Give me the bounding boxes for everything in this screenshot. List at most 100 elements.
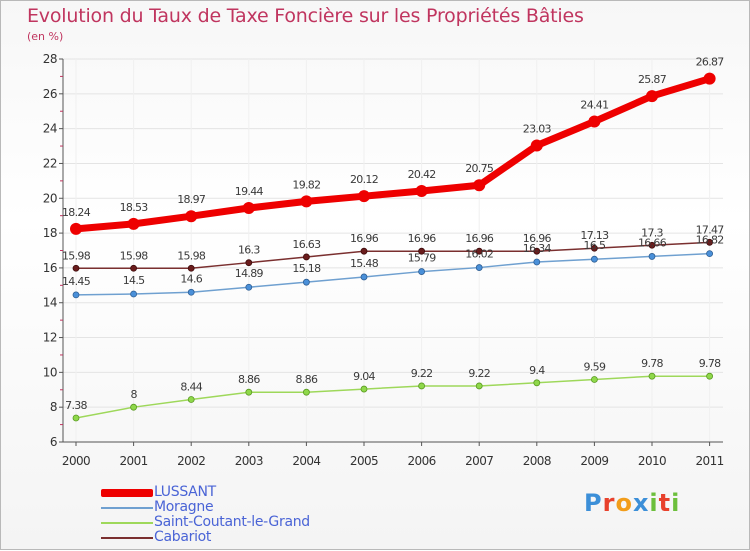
- data-label-cabariot: 16.96: [408, 232, 437, 245]
- data-label-saint-coutant-le-grand: 8.86: [296, 373, 318, 386]
- data-point-moragne: [475, 264, 483, 271]
- data-point-lussant: [242, 202, 255, 215]
- data-point-lussant: [127, 217, 140, 230]
- y-tick-label: 26: [43, 87, 57, 101]
- legend-label-moragne: Moragne: [154, 499, 214, 515]
- data-label-lussant: 26.87: [696, 56, 725, 69]
- data-label-saint-coutant-le-grand: 9.04: [353, 370, 375, 383]
- data-label-saint-coutant-le-grand: 8.44: [180, 381, 202, 394]
- x-tick-label: 2007: [465, 454, 493, 468]
- chart-title: Evolution du Taux de Taxe Foncière sur l…: [27, 5, 584, 27]
- y-tick-label: 6: [50, 435, 57, 449]
- data-label-lussant: 20.42: [408, 168, 436, 181]
- data-label-saint-coutant-le-grand: 8.86: [238, 373, 260, 386]
- data-label-cabariot: 16.96: [523, 232, 552, 245]
- data-point-moragne: [648, 253, 656, 260]
- data-point-lussant: [185, 210, 198, 223]
- data-point-lussant: [588, 115, 601, 128]
- data-point-cabariot: [475, 247, 483, 255]
- series-line-moragne: [75, 252, 711, 296]
- data-point-moragne: [72, 291, 80, 299]
- data-point-saint-coutant-le-grand: [187, 396, 195, 403]
- x-tick-label: 2003: [235, 454, 263, 468]
- data-label-saint-coutant-le-grand: 8: [130, 388, 137, 401]
- x-tick-label: 2006: [408, 454, 436, 468]
- data-point-cabariot: [533, 247, 541, 255]
- series-line-lussant: [72, 75, 714, 233]
- x-tick-label: 2005: [350, 454, 378, 468]
- data-label-cabariot: 16.96: [465, 232, 494, 245]
- data-point-saint-coutant-le-grand: [475, 382, 483, 390]
- logo-letter: r: [602, 489, 616, 517]
- data-label-moragne: 14.89: [235, 267, 264, 280]
- data-point-lussant: [473, 179, 486, 192]
- legend-swatch-saint-coutant: [101, 522, 153, 524]
- logo-letter: P: [584, 489, 603, 517]
- data-label-saint-coutant-le-grand: 9.78: [699, 357, 721, 370]
- data-point-saint-coutant-le-grand: [418, 382, 426, 390]
- data-label-lussant: 20.12: [350, 173, 378, 186]
- data-point-moragne: [302, 278, 310, 286]
- legend-label-saint-coutant: Saint-Coutant-le-Grand: [154, 514, 310, 530]
- data-point-saint-coutant-le-grand: [130, 403, 138, 411]
- data-label-cabariot: 17.47: [696, 223, 725, 236]
- data-point-saint-coutant-le-grand: [302, 388, 310, 396]
- data-point-lussant: [530, 139, 543, 152]
- data-point-cabariot: [187, 264, 195, 272]
- data-point-cabariot: [418, 247, 426, 255]
- data-label-lussant: 18.53: [120, 201, 149, 214]
- data-point-lussant: [300, 195, 313, 208]
- data-label-moragne: 16.34: [523, 242, 552, 255]
- data-point-moragne: [245, 283, 253, 291]
- x-tick-label: 2008: [523, 454, 551, 468]
- legend-label-lussant: LUSSANT: [154, 484, 216, 500]
- logo-letter: i: [649, 489, 659, 517]
- data-label-moragne: 15.18: [292, 262, 321, 275]
- data-label-moragne: 16.02: [465, 248, 493, 261]
- data-point-lussant: [703, 72, 716, 85]
- data-label-saint-coutant-le-grand: 9.78: [641, 357, 663, 370]
- data-label-lussant: 20.75: [465, 162, 494, 175]
- data-label-moragne: 15.79: [408, 252, 437, 265]
- y-tick-label: 12: [43, 331, 57, 345]
- x-tick-label: 2002: [177, 454, 205, 468]
- data-point-cabariot: [245, 259, 253, 267]
- data-point-saint-coutant-le-grand: [591, 376, 598, 383]
- data-label-moragne: 15.48: [350, 257, 379, 270]
- x-tick-label: 2009: [580, 454, 608, 468]
- data-label-cabariot: 17.13: [580, 229, 609, 242]
- data-label-moragne: 16.5: [584, 239, 606, 252]
- data-label-cabariot: 16.63: [292, 238, 321, 251]
- data-label-lussant: 25.87: [638, 73, 667, 86]
- y-tick-label: 20: [43, 191, 57, 205]
- data-point-moragne: [418, 268, 426, 275]
- data-label-saint-coutant-le-grand: 9.22: [411, 367, 433, 380]
- data-label-saint-coutant-le-grand: 7.38: [65, 399, 87, 412]
- data-label-moragne: 14.6: [180, 272, 202, 285]
- y-tick-label: 18: [43, 226, 57, 240]
- y-tick-label: 24: [43, 122, 57, 136]
- data-point-cabariot: [648, 241, 656, 249]
- data-point-saint-coutant-le-grand: [245, 388, 253, 396]
- data-label-cabariot: 17.3: [641, 226, 663, 239]
- data-label-lussant: 24.41: [580, 98, 608, 111]
- data-label-cabariot: 16.3: [238, 244, 260, 257]
- data-point-lussant: [646, 90, 658, 103]
- data-point-moragne: [360, 273, 368, 281]
- data-point-moragne: [706, 250, 713, 258]
- x-tick-label: 2004: [292, 454, 320, 468]
- proxiti-logo: Proxiti: [584, 489, 680, 517]
- data-point-moragne: [533, 258, 541, 266]
- data-label-saint-coutant-le-grand: 9.4: [529, 364, 545, 377]
- legend-swatch-cabariot: [101, 537, 153, 539]
- legend-label-cabariot: Cabariot: [154, 529, 212, 545]
- data-label-lussant: 18.97: [177, 193, 206, 206]
- unit-label: (en %): [27, 30, 64, 43]
- data-label-cabariot: 16.96: [350, 232, 379, 245]
- series-line-cabariot: [75, 241, 711, 270]
- data-label-lussant: 19.44: [235, 185, 264, 198]
- data-point-lussant: [415, 184, 428, 197]
- data-point-cabariot: [706, 238, 713, 246]
